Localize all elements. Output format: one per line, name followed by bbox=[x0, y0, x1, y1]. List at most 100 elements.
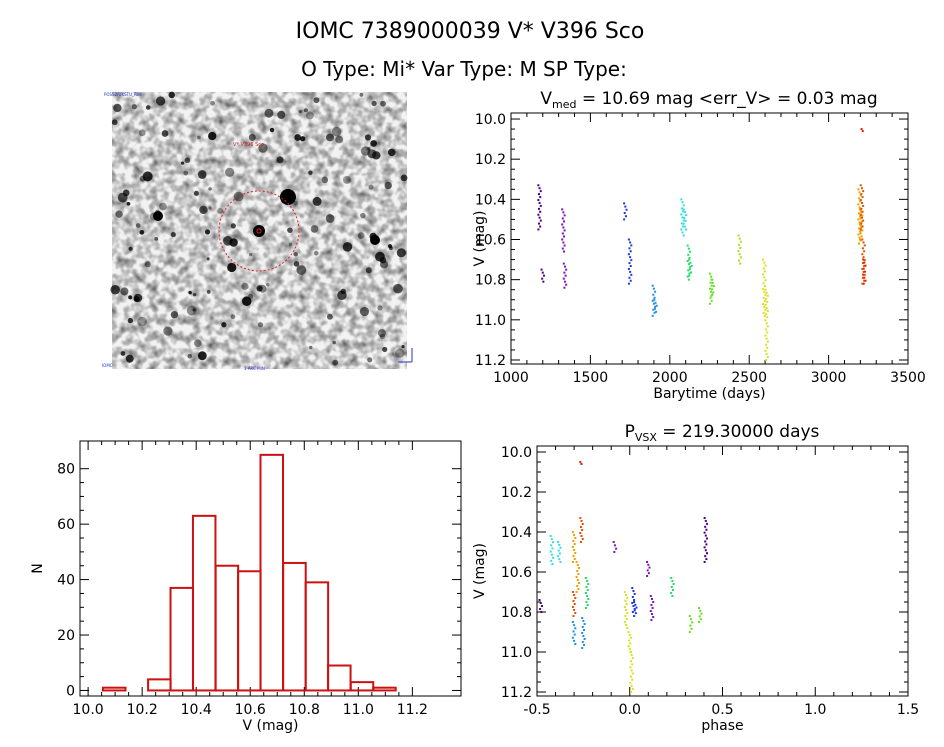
star bbox=[367, 357, 373, 363]
data-point bbox=[623, 218, 626, 221]
data-point bbox=[766, 294, 769, 297]
data-point bbox=[576, 570, 579, 572]
data-point bbox=[633, 599, 636, 601]
data-point bbox=[762, 273, 765, 276]
star bbox=[110, 284, 121, 295]
data-point bbox=[654, 290, 657, 293]
data-point bbox=[573, 549, 576, 551]
data-point bbox=[581, 538, 584, 540]
data-point bbox=[688, 615, 691, 617]
data-point bbox=[708, 272, 711, 275]
data-point bbox=[538, 201, 541, 204]
data-point bbox=[539, 190, 542, 193]
data-point bbox=[704, 555, 707, 558]
data-point bbox=[623, 606, 626, 608]
data-point bbox=[631, 611, 634, 613]
star bbox=[131, 104, 137, 110]
y-tick-label: 0 bbox=[66, 683, 75, 699]
data-point bbox=[624, 615, 627, 617]
data-point bbox=[652, 287, 655, 290]
data-point bbox=[682, 222, 685, 225]
data-point bbox=[624, 205, 627, 208]
star bbox=[120, 351, 126, 356]
x-tick-label: 1500 bbox=[573, 370, 609, 386]
data-point bbox=[766, 355, 769, 358]
data-point bbox=[762, 297, 765, 300]
star bbox=[325, 214, 335, 223]
data-point bbox=[573, 594, 576, 596]
x-tick-label: 10.6 bbox=[235, 702, 266, 718]
data-point bbox=[708, 287, 711, 290]
data-point bbox=[857, 218, 860, 221]
x-tick-label: 10.2 bbox=[127, 702, 158, 718]
data-point bbox=[670, 592, 673, 594]
star bbox=[288, 242, 293, 247]
data-point bbox=[586, 580, 589, 582]
data-point bbox=[689, 250, 692, 253]
x-tick-label: 10.0 bbox=[73, 702, 104, 718]
data-point bbox=[629, 265, 632, 268]
data-point bbox=[765, 297, 768, 300]
data-point bbox=[652, 293, 655, 296]
data-point bbox=[540, 268, 543, 271]
data-point bbox=[586, 604, 589, 606]
data-point bbox=[706, 522, 709, 525]
histogram-bar bbox=[282, 561, 307, 692]
data-point bbox=[859, 184, 862, 187]
star bbox=[113, 103, 122, 113]
star bbox=[163, 326, 173, 336]
star bbox=[128, 246, 133, 251]
star bbox=[154, 236, 159, 241]
star bbox=[335, 135, 344, 144]
data-point bbox=[860, 193, 863, 196]
data-point bbox=[627, 253, 630, 256]
data-point bbox=[703, 561, 706, 563]
data-point bbox=[574, 643, 577, 645]
data-point bbox=[623, 621, 626, 623]
data-point bbox=[763, 300, 766, 303]
data-point bbox=[859, 199, 862, 202]
y-tick-label: 10.0 bbox=[501, 445, 532, 461]
star bbox=[183, 170, 189, 176]
data-point bbox=[864, 279, 867, 282]
x-tick-label: 10.8 bbox=[289, 702, 320, 718]
star bbox=[332, 340, 336, 345]
series-g8 bbox=[737, 234, 742, 265]
data-point bbox=[762, 282, 765, 285]
data-point bbox=[862, 267, 865, 270]
data-point bbox=[581, 641, 584, 643]
data-point bbox=[626, 612, 629, 614]
data-point bbox=[858, 206, 861, 209]
data-point bbox=[861, 214, 864, 217]
star bbox=[370, 235, 380, 245]
data-point bbox=[564, 274, 567, 277]
data-point bbox=[563, 271, 566, 274]
data-point bbox=[551, 563, 554, 565]
series-g9 bbox=[762, 258, 769, 361]
data-point bbox=[562, 262, 565, 265]
data-point bbox=[710, 278, 713, 281]
data-point bbox=[634, 612, 637, 615]
data-point bbox=[704, 534, 707, 537]
histogram-bar bbox=[101, 686, 127, 692]
star bbox=[125, 354, 134, 363]
data-point bbox=[631, 678, 634, 681]
data-point bbox=[575, 561, 578, 563]
series-g1 bbox=[537, 184, 545, 283]
star bbox=[206, 289, 211, 294]
data-point bbox=[671, 595, 674, 597]
data-point bbox=[862, 258, 865, 261]
data-point bbox=[550, 559, 553, 562]
data-point bbox=[765, 328, 768, 331]
data-point bbox=[682, 204, 685, 207]
data-point bbox=[577, 573, 580, 575]
data-point bbox=[704, 540, 707, 543]
data-point bbox=[861, 276, 864, 279]
data-point bbox=[586, 595, 589, 597]
data-point bbox=[647, 572, 650, 575]
plot-frame bbox=[79, 440, 462, 697]
star bbox=[115, 210, 123, 218]
data-point bbox=[650, 604, 653, 606]
x-axis-label: phase bbox=[701, 718, 743, 734]
data-point bbox=[540, 611, 543, 613]
